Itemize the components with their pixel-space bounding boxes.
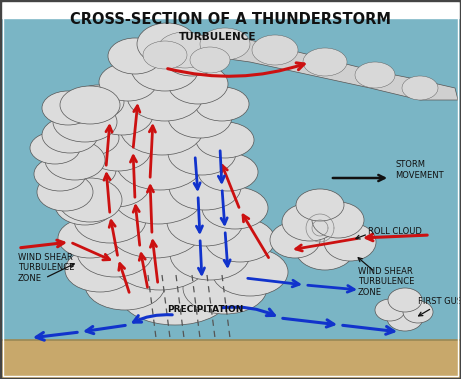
Ellipse shape [402,76,438,100]
Ellipse shape [85,129,151,171]
Ellipse shape [42,91,94,125]
Ellipse shape [212,248,288,296]
Ellipse shape [157,32,213,68]
Ellipse shape [355,62,395,88]
Ellipse shape [137,23,197,65]
Ellipse shape [108,38,162,74]
Bar [0,0,461,18]
Ellipse shape [205,218,275,262]
Ellipse shape [85,260,165,310]
Ellipse shape [143,41,187,69]
Ellipse shape [107,198,203,258]
Ellipse shape [116,134,204,190]
Ellipse shape [37,173,93,211]
Polygon shape [165,35,458,100]
Ellipse shape [60,152,116,188]
Ellipse shape [30,132,80,164]
Ellipse shape [55,185,115,225]
Ellipse shape [388,288,422,312]
Ellipse shape [53,102,117,142]
Ellipse shape [282,203,338,241]
Ellipse shape [110,226,210,290]
Ellipse shape [167,198,243,246]
Ellipse shape [252,35,298,65]
Ellipse shape [190,47,230,73]
Ellipse shape [403,301,433,323]
Ellipse shape [387,305,423,331]
Ellipse shape [296,189,344,221]
Ellipse shape [60,86,120,124]
Ellipse shape [303,48,347,76]
Ellipse shape [131,45,199,91]
Ellipse shape [65,121,119,155]
Ellipse shape [198,153,258,191]
Ellipse shape [168,64,228,104]
Ellipse shape [170,228,250,280]
Ellipse shape [202,187,268,229]
Text: ROLL CLOUD: ROLL CLOUD [368,227,422,236]
Ellipse shape [169,164,241,210]
Text: FIRST GUST: FIRST GUST [418,298,461,307]
Ellipse shape [42,117,98,153]
Ellipse shape [375,299,405,321]
Ellipse shape [195,87,249,121]
Text: WIND SHEAR
TURBULENCE
ZONE: WIND SHEAR TURBULENCE ZONE [18,253,74,283]
Ellipse shape [324,223,376,261]
Ellipse shape [112,166,204,224]
Ellipse shape [99,63,157,101]
Ellipse shape [74,197,146,243]
Text: TURBULENCE: TURBULENCE [179,32,257,42]
Ellipse shape [183,262,267,314]
Ellipse shape [45,140,105,180]
Ellipse shape [58,178,122,222]
Text: CROSS-SECTION OF A THUNDERSTORM: CROSS-SECTION OF A THUNDERSTORM [70,12,390,27]
Ellipse shape [312,202,364,238]
Ellipse shape [65,248,135,292]
Text: STORM
MOVEMENT: STORM MOVEMENT [395,160,443,180]
Ellipse shape [295,226,355,270]
Ellipse shape [127,71,203,121]
Ellipse shape [72,85,124,119]
Bar [0,340,461,379]
Ellipse shape [80,163,150,207]
Ellipse shape [77,227,153,277]
Ellipse shape [270,222,320,258]
Ellipse shape [168,131,236,175]
Ellipse shape [196,122,254,158]
Ellipse shape [120,101,204,155]
Ellipse shape [91,95,153,135]
Ellipse shape [200,28,250,60]
Ellipse shape [164,40,220,76]
Text: PRECIPITATION: PRECIPITATION [167,305,243,315]
Text: WIND SHEAR
TURBULENCE
ZONE: WIND SHEAR TURBULENCE ZONE [358,267,414,297]
Ellipse shape [120,265,230,325]
Ellipse shape [168,96,232,138]
Ellipse shape [58,218,122,258]
Ellipse shape [34,157,86,191]
